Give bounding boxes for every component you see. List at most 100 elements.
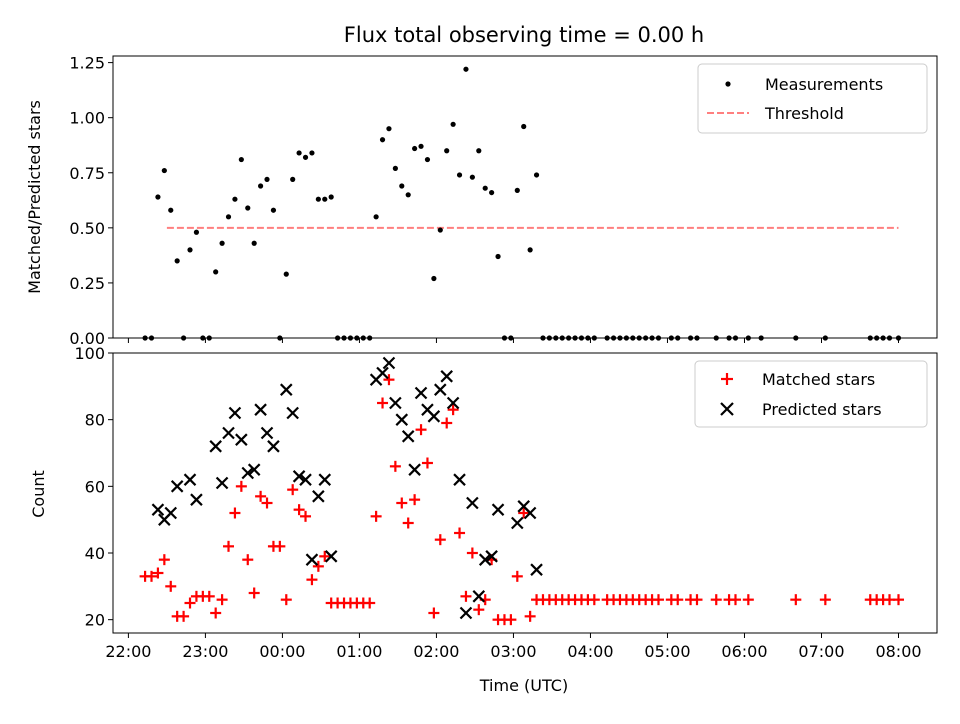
measurement-point [328, 194, 334, 200]
measurement-point [360, 335, 366, 341]
matched-point [466, 547, 478, 559]
predicted-point [414, 386, 428, 400]
measurement-point [193, 229, 200, 235]
matched-point [370, 510, 382, 522]
predicted-point [170, 480, 184, 493]
measurement-point [283, 271, 289, 277]
matched-point [454, 527, 466, 539]
bottom-y-tick-label: 60 [85, 477, 105, 496]
matched-point [203, 590, 215, 602]
measurement-point [572, 335, 578, 341]
matched-series [139, 374, 904, 626]
matched-point [441, 417, 453, 429]
bottom-x-ticks: 22:00 23:00 00:00 01:00 02:00 03:00 04:00 05:00… [105, 633, 922, 661]
matched-point [524, 610, 536, 622]
measurement-point [533, 172, 540, 178]
measurement-point [687, 335, 694, 341]
top-x-ticks [127, 338, 899, 343]
x-tick-label: 23:00 [182, 642, 228, 661]
measurement-point [264, 176, 270, 182]
measurement-point [335, 335, 341, 341]
matched-point [434, 534, 446, 546]
measurement-point [431, 275, 437, 282]
x-tick-label: 07:00 [798, 642, 844, 661]
matched-point [158, 554, 170, 566]
predicted-point [183, 473, 197, 486]
measurements-series [142, 66, 902, 341]
x-tick-label: 02:00 [413, 642, 459, 661]
measurement-point [501, 335, 508, 341]
matched-point [460, 590, 472, 602]
matched-point [409, 494, 421, 506]
matched-point [261, 497, 273, 509]
bottom-legend-box [694, 360, 928, 428]
predicted-point [389, 396, 402, 410]
matched-point [280, 594, 292, 606]
measurement-point [277, 335, 283, 341]
measurement-point [302, 154, 309, 160]
predicted-point [228, 406, 242, 420]
measurement-point [649, 335, 655, 341]
bottom-y-ticks: 20 40 60 80 100 [74, 344, 113, 630]
matched-point [819, 594, 831, 606]
matched-point [229, 507, 241, 519]
matched-point [146, 570, 158, 582]
predicted-point [267, 440, 280, 453]
top-y-tick-label: 0.00 [69, 329, 105, 348]
bottom-panel: 20 40 60 80 100 22:00 23:00 00:00 01:00 02:00 03:… [29, 344, 938, 695]
measurement-point [290, 176, 296, 182]
matched-point [184, 597, 196, 609]
matched-point [892, 594, 904, 606]
matched-point [473, 604, 485, 616]
predicted-point [491, 503, 505, 516]
measurement-point [540, 335, 546, 341]
matched-point [223, 540, 235, 552]
matched-point [389, 460, 401, 472]
legend-threshold-label: Threshold [764, 104, 844, 123]
matched-point [402, 517, 414, 529]
predicted-point [241, 466, 255, 480]
top-y-tick-label: 0.25 [69, 274, 105, 293]
x-tick-label: 03:00 [490, 642, 536, 661]
measurement-point [232, 196, 238, 202]
measurement-point [895, 335, 902, 341]
predicted-point [292, 470, 306, 483]
predicted-point [376, 366, 389, 380]
measurement-point [200, 335, 206, 341]
measurement-point [489, 189, 495, 196]
matched-point [165, 580, 177, 592]
matched-point [319, 550, 331, 562]
matched-point [293, 504, 305, 516]
measurement-point [758, 335, 764, 341]
predicted-point [164, 506, 178, 520]
measurement-point [238, 156, 244, 163]
measurement-point [245, 205, 251, 211]
x-tick-label: 01:00 [336, 642, 382, 661]
legend-predicted-label: Predicted stars [762, 400, 882, 419]
predicted-point [523, 506, 537, 520]
legend-predicted-marker [720, 402, 734, 416]
measurement-point [745, 335, 751, 341]
measurement-point [444, 148, 450, 154]
measurement-point [623, 335, 629, 341]
predicted-point [305, 553, 319, 566]
matched-point [729, 594, 741, 606]
x-tick-label: 08:00 [875, 642, 921, 661]
x-axis-label: Time (UTC) [479, 676, 568, 695]
matched-point [588, 594, 600, 606]
predicted-point [446, 396, 460, 410]
top-y-tick-label: 1.25 [69, 54, 105, 73]
measurement-point [412, 145, 418, 152]
measurement-point [726, 335, 732, 341]
measurement-point [521, 123, 527, 130]
measurement-point [341, 335, 347, 341]
measurement-point [354, 335, 360, 341]
predicted-point [286, 406, 299, 420]
measurement-point [566, 335, 572, 341]
predicted-point [209, 440, 222, 453]
measurement-point [553, 335, 559, 341]
predicted-point [312, 490, 325, 503]
measurement-point [476, 148, 482, 154]
top-y-tick-label: 0.50 [69, 219, 105, 238]
